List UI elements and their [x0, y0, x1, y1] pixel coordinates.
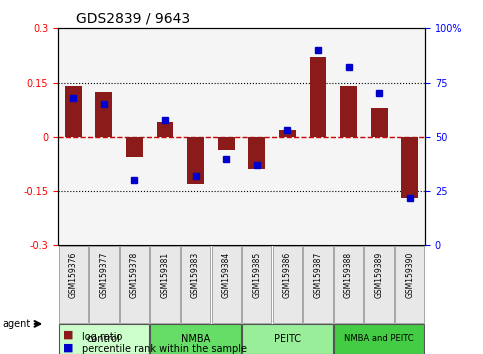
Text: GSM159389: GSM159389 [375, 252, 384, 298]
Text: GSM159385: GSM159385 [252, 252, 261, 298]
FancyBboxPatch shape [365, 246, 394, 323]
FancyBboxPatch shape [120, 246, 149, 323]
FancyBboxPatch shape [242, 324, 333, 354]
Bar [96, 92, 112, 137]
FancyBboxPatch shape [303, 246, 333, 323]
FancyBboxPatch shape [212, 246, 241, 323]
FancyBboxPatch shape [334, 324, 425, 354]
FancyBboxPatch shape [181, 246, 210, 323]
FancyBboxPatch shape [58, 324, 149, 354]
Bar [156, 122, 173, 137]
Text: percentile rank within the sample: percentile rank within the sample [82, 344, 247, 354]
FancyBboxPatch shape [89, 246, 118, 323]
Text: control: control [87, 334, 121, 344]
Text: GDS2839 / 9643: GDS2839 / 9643 [76, 12, 190, 26]
Bar [340, 86, 357, 137]
Text: GSM159386: GSM159386 [283, 252, 292, 298]
Text: GSM159384: GSM159384 [222, 252, 231, 298]
Bar [248, 137, 265, 170]
Bar [126, 137, 143, 157]
Bar [401, 137, 418, 198]
Text: PEITC: PEITC [274, 334, 301, 344]
Text: NMBA and PEITC: NMBA and PEITC [344, 334, 414, 343]
Text: log ratio: log ratio [82, 332, 123, 342]
FancyBboxPatch shape [273, 246, 302, 323]
Text: GSM159376: GSM159376 [69, 252, 78, 298]
Text: GSM159383: GSM159383 [191, 252, 200, 298]
Bar [218, 137, 235, 149]
Text: ■: ■ [63, 330, 73, 340]
Bar [187, 137, 204, 184]
Text: NMBA: NMBA [181, 334, 210, 344]
FancyBboxPatch shape [395, 246, 425, 323]
FancyBboxPatch shape [242, 246, 271, 323]
Bar [279, 130, 296, 137]
Text: ■: ■ [63, 342, 73, 352]
Text: GSM159378: GSM159378 [130, 252, 139, 298]
Text: GSM159387: GSM159387 [313, 252, 323, 298]
FancyBboxPatch shape [58, 246, 88, 323]
Text: GSM159388: GSM159388 [344, 252, 353, 298]
Text: GSM159390: GSM159390 [405, 252, 414, 298]
Text: GSM159381: GSM159381 [160, 252, 170, 298]
FancyBboxPatch shape [334, 246, 363, 323]
Text: GSM159377: GSM159377 [99, 252, 108, 298]
Bar [310, 57, 327, 137]
FancyBboxPatch shape [150, 324, 241, 354]
Text: agent: agent [2, 319, 30, 329]
Bar [371, 108, 387, 137]
FancyBboxPatch shape [150, 246, 180, 323]
Bar [65, 86, 82, 137]
